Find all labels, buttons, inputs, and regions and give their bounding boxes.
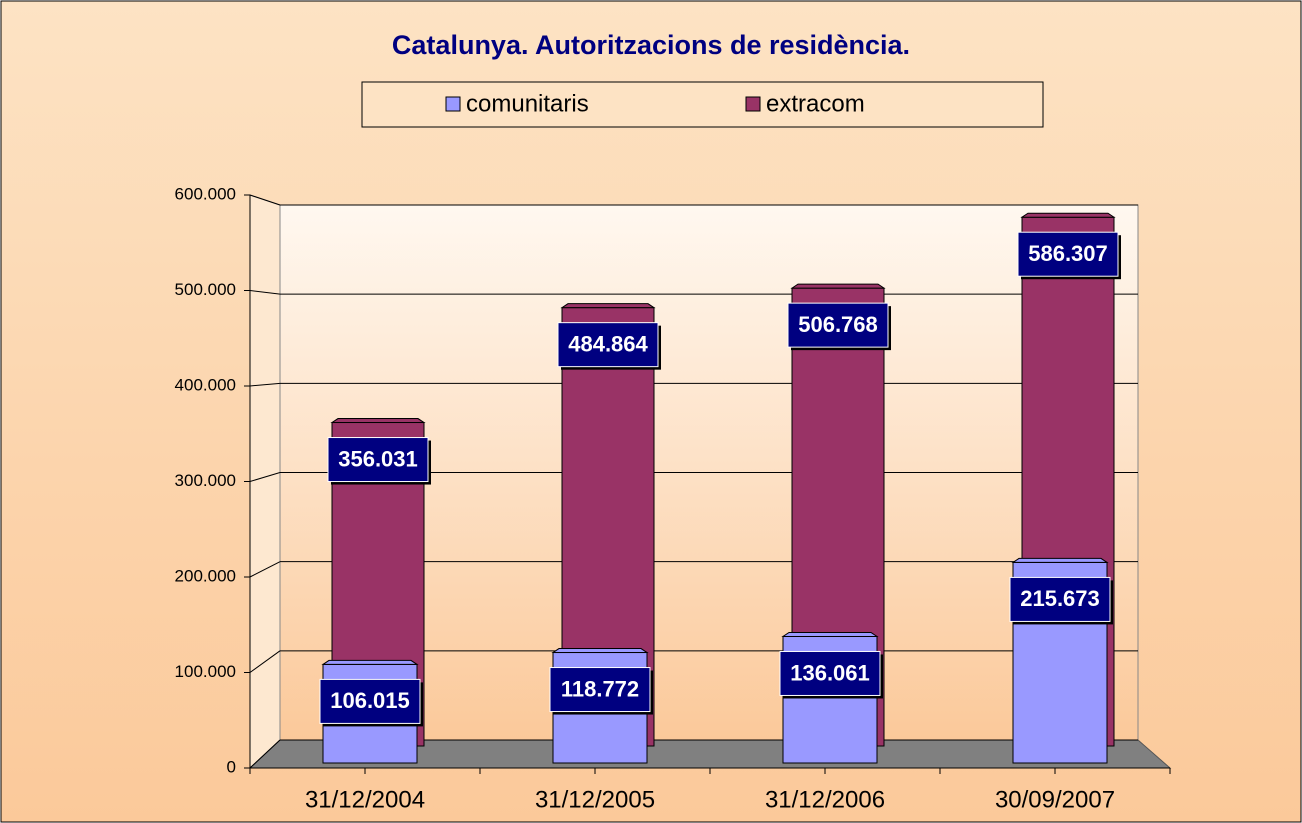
grid-line bbox=[249, 650, 281, 673]
x-tick-label: 31/12/2004 bbox=[305, 786, 425, 813]
x-tick-label: 31/12/2005 bbox=[535, 786, 655, 813]
y-tick-label: 100.000 bbox=[175, 662, 236, 681]
side-wall bbox=[249, 194, 281, 770]
data-label: 356.031 bbox=[338, 446, 418, 471]
label-box bbox=[1009, 576, 1111, 622]
legend-swatch bbox=[745, 96, 761, 112]
grid-line bbox=[249, 561, 281, 578]
data-label: 106.015 bbox=[330, 688, 410, 713]
y-tick-label: 300.000 bbox=[175, 471, 236, 490]
y-tick-label: 400.000 bbox=[175, 375, 236, 394]
x-tick-label: 31/12/2006 bbox=[765, 786, 885, 813]
grid-line bbox=[249, 194, 281, 206]
y-tick-label: 600.000 bbox=[175, 184, 236, 203]
bar-cap bbox=[790, 283, 886, 289]
label-box bbox=[319, 678, 421, 724]
bar-cap bbox=[1020, 212, 1116, 218]
bar-cap bbox=[1011, 557, 1109, 563]
bar-cap bbox=[560, 303, 656, 309]
bar-cap bbox=[781, 631, 879, 637]
data-label: 586.307 bbox=[1028, 241, 1108, 266]
y-tick-label: 0 bbox=[227, 757, 236, 776]
label-box bbox=[327, 437, 429, 483]
legend bbox=[361, 81, 1044, 128]
chart-title: Catalunya. Autoritzacions de residència. bbox=[392, 30, 910, 60]
label-box bbox=[549, 667, 651, 713]
y-tick-label: 200.000 bbox=[175, 566, 236, 585]
bar-cap bbox=[551, 648, 649, 654]
label-box bbox=[779, 650, 881, 696]
legend-label: extracom bbox=[766, 90, 865, 117]
grid-line bbox=[249, 739, 281, 769]
legend-label: comunitaris bbox=[466, 90, 589, 117]
bar-cap bbox=[321, 659, 419, 665]
data-label: 215.673 bbox=[1020, 586, 1100, 611]
legend-swatch bbox=[445, 96, 461, 112]
label-box bbox=[557, 322, 659, 368]
label-box bbox=[787, 302, 889, 348]
x-tick-label: 30/09/2007 bbox=[995, 786, 1115, 813]
data-label: 506.768 bbox=[798, 312, 878, 337]
data-label: 136.061 bbox=[790, 660, 870, 685]
data-label: 484.864 bbox=[568, 331, 648, 356]
bar-cap bbox=[330, 418, 426, 424]
data-label: 118.772 bbox=[561, 676, 639, 701]
grid-line bbox=[249, 290, 281, 295]
grid-line bbox=[249, 382, 281, 387]
grid-line bbox=[249, 472, 281, 482]
label-box bbox=[1017, 231, 1119, 277]
y-tick-label: 500.000 bbox=[175, 280, 236, 299]
